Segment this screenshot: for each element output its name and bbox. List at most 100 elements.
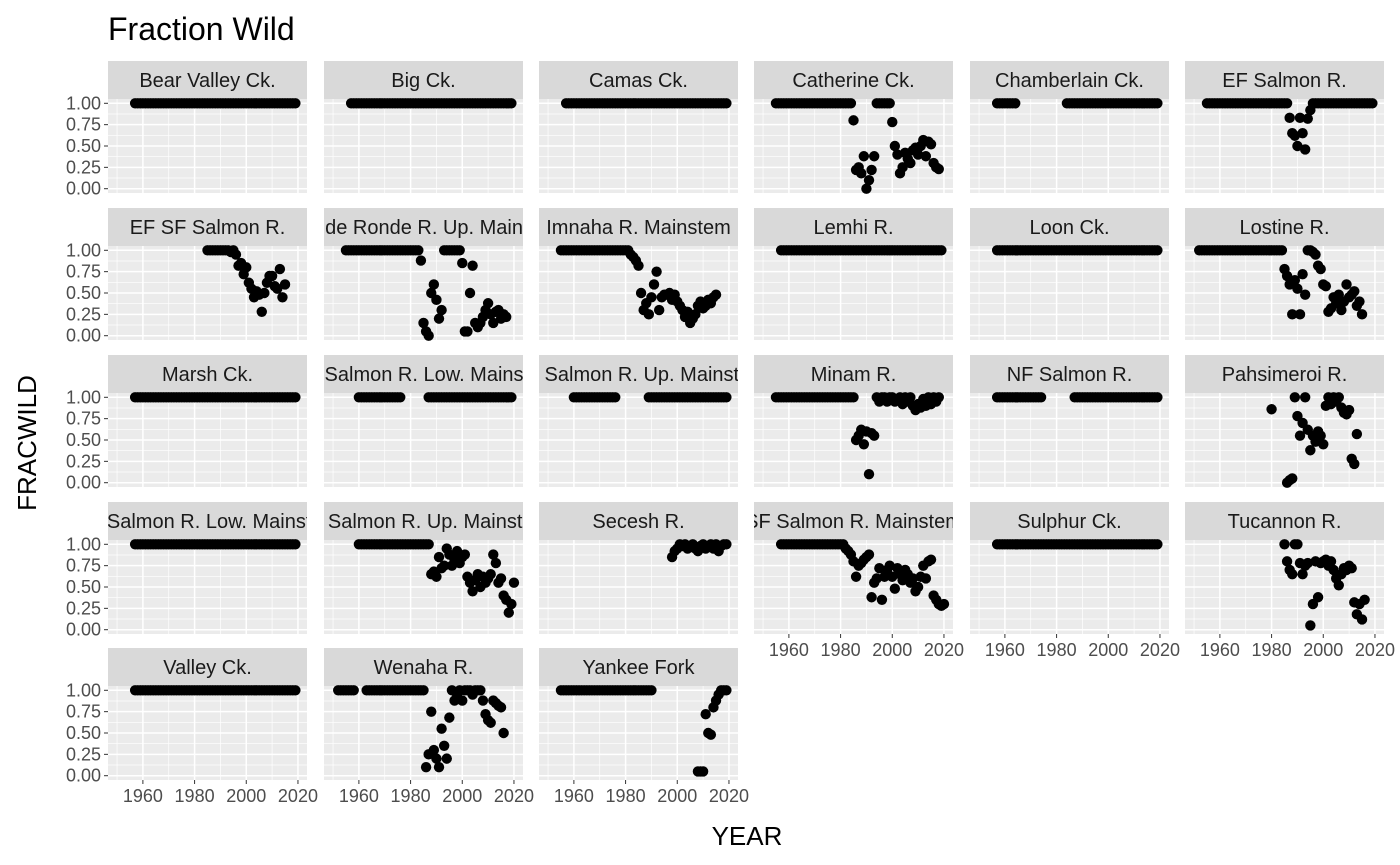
facet-panel: Sulphur Ck. 1960 1980 2000 2020 [970, 502, 1180, 660]
facet-strip-label: Wenaha R. [374, 657, 474, 679]
data-point [858, 151, 870, 162]
y-tick-label: 0.25 [66, 598, 101, 618]
data-point [848, 115, 859, 126]
facet-strip-label: Bear Valley Ck. [139, 70, 275, 92]
data-point [938, 598, 950, 610]
data-point [1276, 245, 1288, 256]
data-point [721, 98, 732, 109]
data-point [1302, 113, 1313, 124]
data-point [897, 162, 908, 173]
data-point [889, 140, 901, 152]
facet-strip-label: MF Salmon R. Up. Mainstem [510, 364, 767, 386]
facet-strip [108, 648, 307, 686]
data-point [850, 571, 862, 582]
x-tick-label: 1960 [985, 640, 1025, 660]
data-point [467, 260, 478, 271]
y-tick-label: 0.75 [66, 556, 101, 576]
data-point [485, 717, 496, 728]
data-point [721, 392, 732, 403]
facet-strip [539, 648, 738, 686]
data-point [508, 577, 520, 588]
data-point [459, 549, 471, 560]
facet-strip [108, 502, 307, 540]
data-point [426, 706, 437, 717]
facet-panel: SF Salmon R. Low. Mainstem 0.000.250.500.… [66, 502, 307, 640]
data-point [1299, 144, 1311, 155]
data-point [438, 740, 450, 752]
facet-strip-label: Catherine Ck. [792, 70, 914, 92]
data-point [721, 685, 732, 696]
data-point [646, 685, 657, 696]
data-point [1333, 580, 1344, 591]
facet-strip-label: Minam R. [811, 364, 897, 386]
x-tick-label: 2020 [709, 786, 749, 806]
data-point [905, 392, 916, 403]
y-tick-label: 0.75 [66, 702, 101, 722]
data-point [290, 539, 301, 550]
data-point [643, 309, 655, 320]
x-tick-label: 1960 [339, 786, 379, 806]
data-point [1325, 556, 1337, 567]
data-point [1302, 557, 1313, 569]
data-point [884, 98, 895, 109]
chart-title: Fraction Wild [108, 11, 295, 47]
data-point [648, 279, 660, 290]
facet-strip [1185, 502, 1384, 540]
data-point [690, 309, 701, 320]
x-tick-label: 1980 [606, 786, 646, 806]
data-point [912, 149, 924, 160]
facet-strip [108, 208, 307, 246]
facet-strip-label: Big Ck. [391, 70, 455, 92]
data-point [1292, 140, 1303, 152]
x-tick-label: 2000 [442, 786, 482, 806]
data-point [874, 563, 885, 574]
facet-strip [970, 502, 1169, 540]
facet-panel: Marsh Ck. 0.000.250.500.751.00 [66, 355, 307, 493]
data-point [444, 712, 455, 723]
y-tick-label: 1.00 [66, 534, 101, 554]
facet-panel: Secesh R. [539, 502, 738, 634]
data-point [868, 430, 880, 441]
data-point [889, 583, 901, 594]
data-point [495, 573, 507, 584]
x-tick-label: 1960 [1200, 640, 1240, 660]
data-point [477, 695, 489, 706]
facet-panel: Imnaha R. Mainstem [539, 208, 738, 340]
data-point [1289, 274, 1301, 286]
data-point [1351, 428, 1363, 440]
facet-strip-label: EF SF Salmon R. [130, 217, 286, 239]
facet-strip-label: EF Salmon R. [1222, 70, 1346, 92]
facet-panel: EF SF Salmon R. 0.000.250.500.751.00 [66, 208, 307, 346]
data-point [438, 560, 450, 571]
data-point [936, 245, 947, 256]
data-point [488, 317, 499, 329]
data-point [1289, 392, 1301, 403]
data-point [845, 98, 857, 109]
data-point [241, 262, 252, 273]
data-point [933, 163, 944, 175]
data-point [1367, 98, 1378, 109]
data-point [1346, 563, 1357, 574]
y-tick-label: 0.00 [66, 473, 101, 493]
x-tick-label: 2020 [1140, 640, 1180, 660]
data-point [1152, 539, 1163, 550]
data-point [501, 311, 512, 323]
data-point [1266, 404, 1277, 415]
data-point [436, 723, 447, 734]
data-point [431, 571, 442, 582]
data-point [464, 287, 476, 299]
data-point [912, 581, 924, 593]
data-point [697, 766, 709, 777]
data-point [436, 304, 447, 316]
facet-strip-label: Pahsimeroi R. [1222, 364, 1348, 386]
data-point [423, 330, 434, 341]
data-point [503, 607, 514, 618]
data-point [428, 279, 440, 290]
data-point [395, 392, 406, 403]
x-tick-label: 1960 [769, 640, 809, 660]
y-tick-label: 0.50 [66, 723, 101, 743]
y-tick-label: 1.00 [66, 240, 101, 260]
data-point [1333, 392, 1344, 403]
data-point [1341, 279, 1352, 290]
